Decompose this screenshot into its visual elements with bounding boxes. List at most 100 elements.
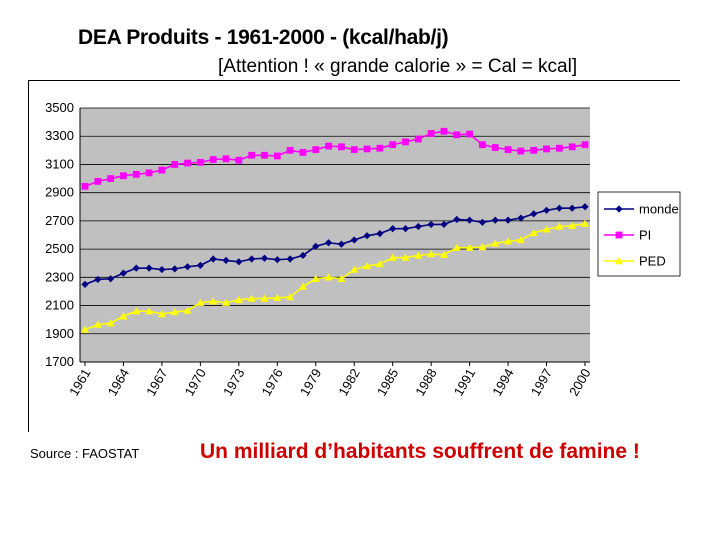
y-tick-label-3100: 3100 [45, 156, 74, 171]
source-note: Source : FAOSTAT [30, 446, 140, 461]
legend-label-PED: PED [639, 254, 666, 269]
y-tick-label-2700: 2700 [45, 213, 74, 228]
point-monde-1992 [478, 218, 487, 226]
legend-marker-PED [615, 257, 623, 265]
legend-label-monde: monde [639, 202, 679, 217]
point-PED-1976 [273, 293, 282, 301]
series-PI [81, 127, 589, 190]
legend-label-PI: PI [639, 228, 651, 243]
point-PI-1973 [235, 156, 243, 164]
point-PED-1971 [209, 297, 218, 305]
point-PED-1996 [529, 228, 538, 237]
y-tick-label-2500: 2500 [45, 241, 74, 256]
legend: monde PI PED [597, 191, 681, 277]
point-monde-1999 [568, 204, 576, 212]
top-rule [28, 80, 680, 81]
legend-entry-PI: PI [604, 228, 651, 243]
point-PI-1982 [350, 146, 358, 154]
point-monde-1979 [312, 242, 320, 250]
point-PI-1985 [389, 141, 397, 149]
series-PED [81, 219, 589, 333]
point-PI-1988 [427, 130, 435, 137]
point-PI-1969 [184, 159, 191, 167]
y-tick-label-1900: 1900 [45, 326, 74, 341]
point-PED-1972 [222, 298, 231, 306]
point-PED-1990 [452, 243, 461, 251]
point-PI-1976 [273, 152, 281, 160]
point-monde-1987 [414, 222, 422, 231]
point-PI-1965 [132, 170, 140, 178]
point-PI-1994 [504, 146, 512, 154]
point-monde-1963 [107, 275, 115, 283]
point-PED-1984 [375, 259, 384, 268]
point-PED-1969 [183, 306, 192, 314]
point-PI-1980 [325, 142, 332, 150]
point-PI-1989 [440, 127, 448, 135]
point-monde-1986 [401, 225, 410, 233]
point-PED-1966 [145, 307, 154, 315]
point-PED-1977 [286, 293, 295, 301]
point-PED-1963 [106, 319, 115, 327]
point-monde-1971 [209, 255, 217, 263]
point-monde-1977 [286, 255, 294, 263]
point-PI-1991 [466, 130, 474, 138]
point-PI-1990 [453, 131, 461, 139]
point-PED-1967 [157, 310, 166, 318]
point-monde-1982 [350, 236, 358, 244]
series-line-PI [84, 130, 586, 188]
point-PED-1986 [401, 253, 410, 261]
point-PI-1995 [517, 147, 525, 155]
y-tick-label-1700: 1700 [45, 354, 74, 369]
point-PED-1987 [414, 251, 423, 259]
y-tick-label-3500: 3500 [45, 100, 74, 115]
point-PED-1979 [311, 274, 320, 282]
point-PED-2000 [581, 219, 589, 227]
point-monde-1998 [555, 204, 563, 212]
point-PI-1975 [261, 151, 268, 159]
point-monde-1981 [337, 240, 346, 248]
point-PI-1977 [286, 146, 294, 154]
series-line-PED [84, 222, 586, 331]
point-monde-1990 [453, 215, 461, 224]
point-monde-1985 [389, 225, 397, 233]
point-PI-1974 [248, 151, 256, 159]
point-PI-1984 [376, 144, 384, 152]
point-monde-1996 [530, 210, 538, 218]
point-PED-1980 [324, 273, 333, 281]
legend-marker-monde [615, 205, 623, 213]
point-PI-1998 [555, 144, 563, 152]
point-PED-1995 [516, 235, 525, 244]
point-PED-1970 [196, 298, 205, 306]
point-monde-1993 [491, 216, 499, 224]
legend-entry-monde: monde [604, 202, 679, 217]
series-line-monde [84, 205, 586, 286]
point-PI-1970 [196, 158, 204, 166]
point-monde-1973 [235, 258, 243, 266]
point-PI-1997 [543, 145, 550, 153]
point-PED-1989 [439, 250, 448, 258]
point-PI-1966 [145, 169, 153, 177]
chart-subtitle: [Attention ! « grande calorie » = Cal = … [218, 56, 578, 77]
point-PI-1999 [568, 143, 576, 151]
line-chart: 3500 3300 3100 2900 2700 2500 2300 2100 1900 1700… [30, 82, 682, 432]
point-PED-1983 [363, 262, 372, 270]
point-PED-1973 [234, 295, 243, 304]
point-PI-1986 [402, 138, 409, 146]
famine-headline: Un milliard d’habitants souffrent de fam… [200, 440, 640, 463]
point-PED-1975 [260, 294, 269, 302]
y-tick-label-2100: 2100 [45, 298, 74, 313]
point-PED-1961 [81, 325, 89, 333]
point-PI-1992 [479, 141, 486, 149]
point-monde-1962 [94, 275, 102, 284]
point-monde-1989 [440, 220, 448, 229]
axes [79, 108, 590, 363]
point-PED-1991 [465, 243, 474, 251]
point-PI-1972 [222, 155, 230, 163]
point-monde-1969 [183, 263, 192, 271]
point-monde-1991 [466, 216, 474, 224]
point-PED-1993 [491, 239, 500, 247]
point-monde-1995 [517, 214, 525, 222]
legend-entry-PED: PED [604, 254, 666, 269]
point-PI-1962 [94, 177, 102, 185]
legend-box [597, 191, 681, 277]
